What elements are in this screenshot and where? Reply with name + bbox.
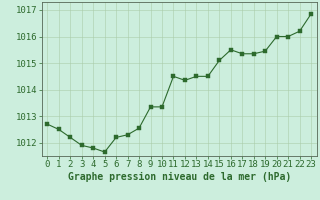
- X-axis label: Graphe pression niveau de la mer (hPa): Graphe pression niveau de la mer (hPa): [68, 172, 291, 182]
